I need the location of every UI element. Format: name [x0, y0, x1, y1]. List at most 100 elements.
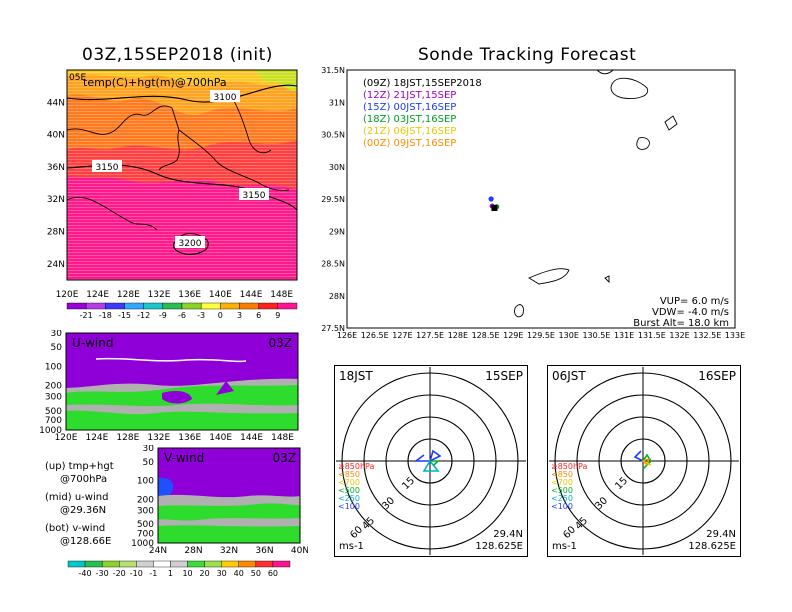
uwind-lon-tick: 140E: [209, 433, 232, 442]
hodo-left-lat: 29.4N: [493, 529, 523, 540]
map-lon-tick: 144E: [240, 290, 263, 300]
uwind-lon-tick: 132E: [147, 433, 170, 442]
map-colorbar-swatch: [85, 302, 106, 310]
hodo-left-pressure-label: <100: [338, 502, 360, 511]
hodo-left-pressure-label: <850: [338, 470, 360, 479]
legend-09z: (09Z) 18JST,15SEP2018: [363, 78, 482, 89]
map-colorbar-label: -18: [99, 311, 112, 320]
track-lon-tick: 129E: [503, 331, 523, 340]
vwind-lat-tick: 24N: [149, 546, 167, 556]
map-colorbar-swatch: [239, 302, 259, 310]
vwind-colorbar: -40 -30 -20 -10 -1 1 10 20 30 40 50 60: [67, 560, 291, 578]
vwind-colorbar-swatch: [84, 560, 103, 568]
hodo-right-pressure-label: <500: [551, 486, 573, 495]
uwind-lon-tick: 136E: [178, 433, 201, 442]
map-lat-tick: 32N: [47, 195, 65, 205]
uwind-p-tick: 500: [45, 407, 62, 417]
note-bot-level: @128.66E: [60, 536, 112, 547]
map-colorbar-label: 3: [237, 311, 242, 320]
uwind-lon-tick: 124E: [85, 433, 108, 442]
legend-15z: (15Z) 00JST,16SEP: [363, 102, 456, 113]
contour-3200: [172, 232, 209, 255]
param-vdw: VDW= -4.0 m/s: [652, 307, 729, 318]
vwind-p-tick: 500: [137, 520, 154, 530]
track-lon-tick: 131E: [614, 331, 634, 340]
track-lat-tick: 28N: [329, 292, 345, 301]
map-lon-tick: 120E: [56, 290, 79, 300]
map-colorbar-swatch: [162, 302, 183, 310]
map-colorbar-label: -15: [118, 311, 131, 320]
track-lat-tick: 30.5N: [321, 131, 345, 140]
map-lat-tick: 28N: [47, 228, 65, 238]
coastline-korea: [66, 105, 180, 171]
vwind-colorbar-swatch: [272, 560, 291, 568]
track-map-chart: (09Z) 18JST,15SEP2018 (12Z) 21JST,15SEP …: [321, 66, 745, 340]
hodo-right-pressure-label: <850: [551, 470, 573, 479]
hodo-right-trace-upper: [633, 450, 644, 462]
hodo-right-lon: 128.625E: [688, 541, 736, 552]
vwind-p-tick: 50: [143, 458, 155, 468]
hodo-right-pressure-label: ≥850hPa: [551, 462, 588, 471]
track-lon-tick: 126E: [337, 331, 357, 340]
vwind-p-tick: 1000: [131, 539, 154, 549]
map-colorbar-label: 0: [218, 311, 223, 320]
vwind-colorbar-swatch: [204, 560, 222, 568]
vwind-p-tick: 300: [137, 506, 154, 516]
uwind-label: U-wind: [72, 336, 113, 350]
map-colorbar-label: -21: [80, 311, 93, 320]
track-lon-tick: 128.5E: [472, 331, 500, 340]
vwind-lat-tick: 28N: [184, 546, 202, 556]
contour-label-bg: [210, 90, 240, 102]
left-title: 03Z,15SEP2018 (init): [82, 45, 273, 65]
map-colorbar-swatch: [181, 302, 202, 310]
uwind-p-tick: 100: [45, 362, 62, 372]
track-lon-tick: 126.5E: [361, 331, 389, 340]
vwind-colorbar-label: -10: [130, 569, 143, 578]
hodograph-right: 06JST 16SEP 29.4N 128.625E ms-1 15 30 45…: [547, 365, 741, 557]
uwind-p-tick: 1000: [39, 426, 62, 436]
map-colorbar-label: 9: [275, 311, 280, 320]
vwind-label: V-wind: [164, 451, 204, 465]
note-bot: (bot) v-wind: [45, 523, 106, 534]
note-up: (up) tmp+hgt: [45, 461, 114, 472]
island-yakushima: [636, 137, 650, 150]
track-lon-tick: 129.5E: [527, 331, 555, 340]
contour-label-3150-a: 3150: [96, 163, 119, 173]
map-lon-tick: 136E: [178, 290, 201, 300]
uwind-lon-tick: 144E: [240, 433, 263, 442]
hodograph-left: 18JST 15SEP 29.4N 128.625E ms-1 15 30 45…: [334, 365, 528, 557]
sonde-launch-marker: [491, 205, 498, 212]
vwind-colorbar-label: 50: [251, 569, 261, 578]
vwind-southerly-band: [158, 503, 300, 521]
map-lon-tick: 128E: [117, 290, 140, 300]
map-colorbar-swatch: [258, 302, 279, 310]
uwind-p-tick: 30: [51, 330, 63, 339]
map-colorbar-swatch: [200, 302, 221, 310]
hodo-right-pressure-label: <700: [551, 478, 573, 487]
hodo-left-time: 18JST: [339, 369, 373, 383]
map-lat-tick: 40N: [47, 131, 65, 141]
vwind-colorbar-swatch: [255, 560, 274, 568]
hodo-left-pressure-label: <250: [338, 494, 360, 503]
map-lon-tick: 140E: [209, 290, 232, 300]
hodo-right-date: 16SEP: [698, 369, 736, 383]
vwind-colorbar-swatch: [170, 560, 188, 568]
map-colorbar-swatch: [124, 302, 144, 310]
note-mid-level: @29.36N: [60, 505, 107, 516]
track-lon-tick: 127.5E: [416, 331, 444, 340]
track-lon-tick: 127E: [392, 331, 412, 340]
island-amami: [528, 268, 570, 285]
uwind-p-tick: 200: [45, 381, 62, 391]
vwind-colorbar-label: 10: [182, 569, 192, 578]
track-lat-tick: 29.5N: [321, 195, 345, 204]
vwind-colorbar-label: 1: [168, 569, 173, 578]
vwind-time: 03Z: [273, 451, 297, 465]
island-tanegashima: [664, 115, 678, 131]
hodo-left-date: 15SEP: [485, 369, 523, 383]
vwind-colorbar-label: -30: [96, 569, 109, 578]
map-colorbar-label: -6: [178, 311, 186, 320]
track-lon-tick: 132E: [669, 331, 689, 340]
vwind-colorbar-swatch: [187, 560, 205, 568]
vwind-colorbar-swatch: [238, 560, 257, 568]
